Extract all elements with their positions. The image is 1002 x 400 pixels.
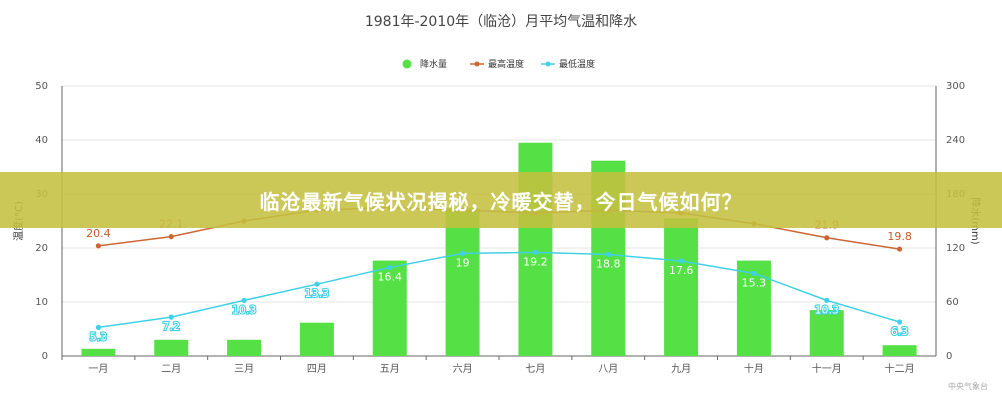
- right-tick-label: 240: [946, 135, 965, 146]
- min-temp-line: [98, 251, 900, 329]
- legend-swatch-1: [474, 61, 480, 67]
- precip-bar-label: 15.3: [742, 276, 767, 289]
- min-temp-point: [605, 251, 611, 258]
- max-temp-point: [824, 235, 830, 241]
- precip-bar-label: 19: [456, 256, 470, 269]
- left-tick-label: 10: [35, 297, 48, 308]
- precip-bar: [154, 339, 189, 356]
- precip-bar-label: 19.2: [523, 255, 548, 268]
- min-temp-point: [751, 270, 757, 276]
- precip-bar: [81, 348, 116, 356]
- x-tick-label: 十月: [744, 362, 764, 375]
- min-temp-point: [387, 264, 393, 271]
- x-tick-label: 五月: [380, 363, 400, 375]
- x-tick-label: 三月: [234, 363, 254, 375]
- min-temp-data-label: 10.3: [815, 303, 840, 316]
- x-tick-label: 十二月: [885, 362, 915, 375]
- max-temp-data-label: 20.4: [86, 227, 111, 240]
- headline-banner: 临沧最新气候状况揭秘，冷暖交替，今日气候如何？: [0, 172, 1002, 228]
- x-tick-label: 二月: [161, 363, 181, 375]
- min-temp-point: [168, 314, 174, 320]
- right-tick-label: 0: [946, 351, 952, 362]
- min-temp-point: [532, 249, 539, 255]
- x-tick-label: 八月: [598, 363, 618, 375]
- precip-bar: [736, 260, 771, 356]
- min-temp-data-label: 7.2: [163, 320, 181, 333]
- right-tick-label: 120: [946, 243, 965, 254]
- min-temp-point: [824, 297, 830, 303]
- max-temp-point: [95, 243, 102, 249]
- min-temp-data-label: 10.3: [232, 303, 257, 316]
- precip-bar-label: 17.6: [669, 264, 694, 277]
- max-temp-point: [896, 246, 903, 252]
- min-temp-data-label: 5.3: [90, 330, 108, 343]
- headline-text: 临沧最新气候状况揭秘，冷暖交替，今日气候如何？: [259, 189, 743, 214]
- min-temp-point: [314, 281, 320, 287]
- min-temp-data-label: 6.3: [891, 325, 909, 338]
- left-tick-label: 0: [42, 351, 48, 362]
- min-temp-point: [95, 324, 102, 330]
- legend-swatch-0: [402, 59, 412, 69]
- precip-bar: [372, 260, 407, 356]
- x-tick-label: 六月: [453, 363, 473, 375]
- precip-bar: [227, 339, 262, 356]
- precip-bar-label: 16.4: [378, 270, 403, 283]
- max-temp-data-label: 19.8: [887, 230, 912, 243]
- x-tick-label: 十一月: [812, 362, 842, 375]
- min-temp-point: [459, 250, 466, 256]
- legend-label-1: 最高温度: [488, 58, 524, 70]
- precip-bar: [664, 218, 699, 356]
- x-tick-label: 一月: [88, 363, 108, 375]
- precip-bar: [809, 310, 844, 356]
- precip-bar-label: 18.8: [596, 257, 621, 270]
- min-temp-point: [896, 319, 903, 325]
- right-tick-label: 300: [946, 81, 965, 92]
- x-tick-label: 七月: [525, 363, 545, 375]
- legend-label-2: 最低温度: [559, 58, 595, 70]
- left-tick-label: 20: [35, 243, 48, 254]
- x-tick-label: 九月: [671, 363, 691, 375]
- legend-swatch-2: [545, 61, 551, 67]
- watermark: 中央气象台: [948, 382, 988, 391]
- left-tick-label: 50: [35, 81, 48, 92]
- min-temp-point: [241, 297, 247, 303]
- precip-bar: [299, 322, 334, 356]
- min-temp-point: [678, 258, 684, 264]
- precip-bar: [445, 208, 480, 356]
- left-tick-label: 40: [35, 135, 48, 146]
- max-temp-point: [168, 234, 174, 240]
- x-tick-label: 四月: [307, 363, 327, 375]
- chart-title: 1981年-2010年（临沧）月平均气温和降水: [365, 13, 637, 30]
- legend-label-0: 降水量: [420, 58, 447, 70]
- precip-bar: [882, 345, 917, 356]
- min-temp-data-label: 13.3: [305, 287, 330, 300]
- right-tick-label: 60: [946, 297, 959, 308]
